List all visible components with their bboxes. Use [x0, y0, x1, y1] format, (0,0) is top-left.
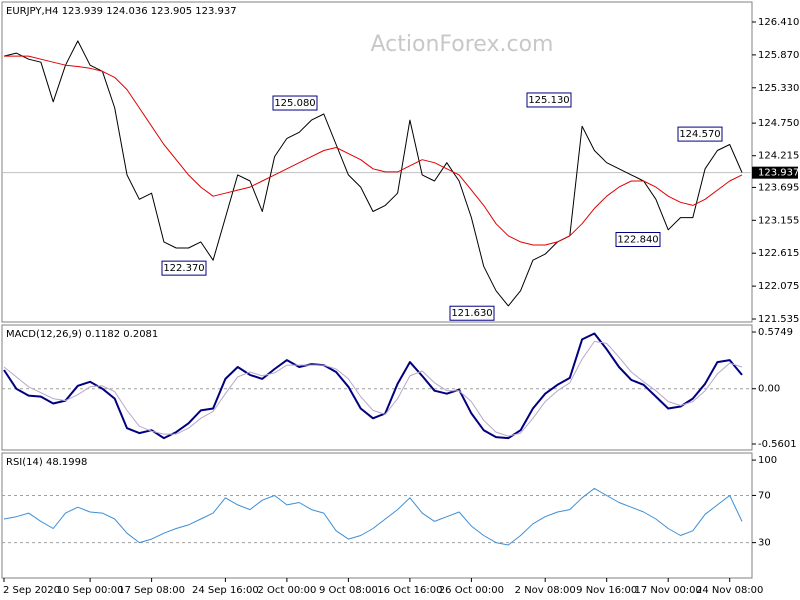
y-tick-label: 124.750	[758, 118, 799, 129]
x-tick-label: 16 Oct 16:00	[377, 585, 442, 596]
panel-title: RSI(14) 48.1998	[6, 457, 87, 468]
x-tick-label: 17 Sep 08:00	[118, 585, 185, 596]
series-line	[3, 40, 743, 307]
rsi-panel	[1, 452, 753, 579]
y-tick-label: 122.615	[758, 248, 799, 259]
y-tick-label: 70	[758, 490, 771, 501]
y-tick-label: 121.535	[758, 314, 799, 325]
annotation-label: 122.840	[617, 235, 658, 246]
annotation-box	[677, 126, 723, 142]
y-tick-label: 123.695	[758, 182, 799, 193]
watermark: ActionForex.com	[371, 32, 554, 57]
x-tick-label: 2 Oct 00:00	[257, 585, 316, 596]
y-tick-label: 125.870	[758, 50, 799, 61]
x-tick-label: 9 Nov 16:00	[576, 585, 637, 596]
y-tick-label: 123.155	[758, 215, 799, 226]
annotation-label: 122.370	[163, 263, 204, 274]
x-tick-label: 9 Oct 08:00	[319, 585, 378, 596]
series-line	[3, 340, 743, 437]
y-tick-label: -0.5601	[758, 439, 797, 450]
panel-title: MACD(12,26,9) 0.1182 0.2081	[6, 329, 158, 340]
y-tick-label: 124.215	[758, 151, 799, 162]
annotation-box	[161, 260, 207, 276]
series-line	[4, 55, 743, 246]
series-line	[3, 487, 743, 546]
annotation-label: 124.570	[679, 129, 720, 140]
last-price-label: 123.937	[758, 168, 799, 179]
y-tick-label: 122.075	[758, 281, 799, 292]
panel-title: EURJPY,H4 123.939 124.036 123.905 123.93…	[6, 6, 237, 17]
annotation-box	[526, 92, 572, 108]
annotation-label: 125.130	[528, 95, 569, 106]
x-tick-label: 2 Nov 08:00	[515, 585, 576, 596]
price-panel	[1, 1, 753, 323]
last-price-box	[752, 166, 798, 179]
annotation-label: 121.630	[451, 308, 492, 319]
annotation-box	[272, 95, 318, 111]
annotation-box	[449, 305, 495, 321]
annotation-box	[615, 232, 661, 248]
y-tick-label: 0.00	[758, 384, 780, 395]
x-tick-label: 17 Nov 00:00	[634, 585, 701, 596]
y-tick-label: 126.410	[758, 17, 799, 28]
annotation-label: 125.080	[274, 98, 315, 109]
x-tick-label: 24 Nov 08:00	[696, 585, 763, 596]
x-tick-label: 10 Sep 00:00	[57, 585, 124, 596]
x-tick-label: 26 Oct 00:00	[439, 585, 504, 596]
x-tick-label: 2 Sep 2020	[3, 585, 60, 596]
y-tick-label: 0.5749	[758, 327, 793, 338]
y-tick-label: 125.330	[758, 83, 799, 94]
y-tick-label: 100	[758, 455, 777, 466]
series-line	[3, 332, 743, 440]
macd-panel	[1, 324, 753, 451]
y-tick-label: 30	[758, 538, 771, 549]
x-tick-label: 24 Sep 16:00	[192, 585, 259, 596]
